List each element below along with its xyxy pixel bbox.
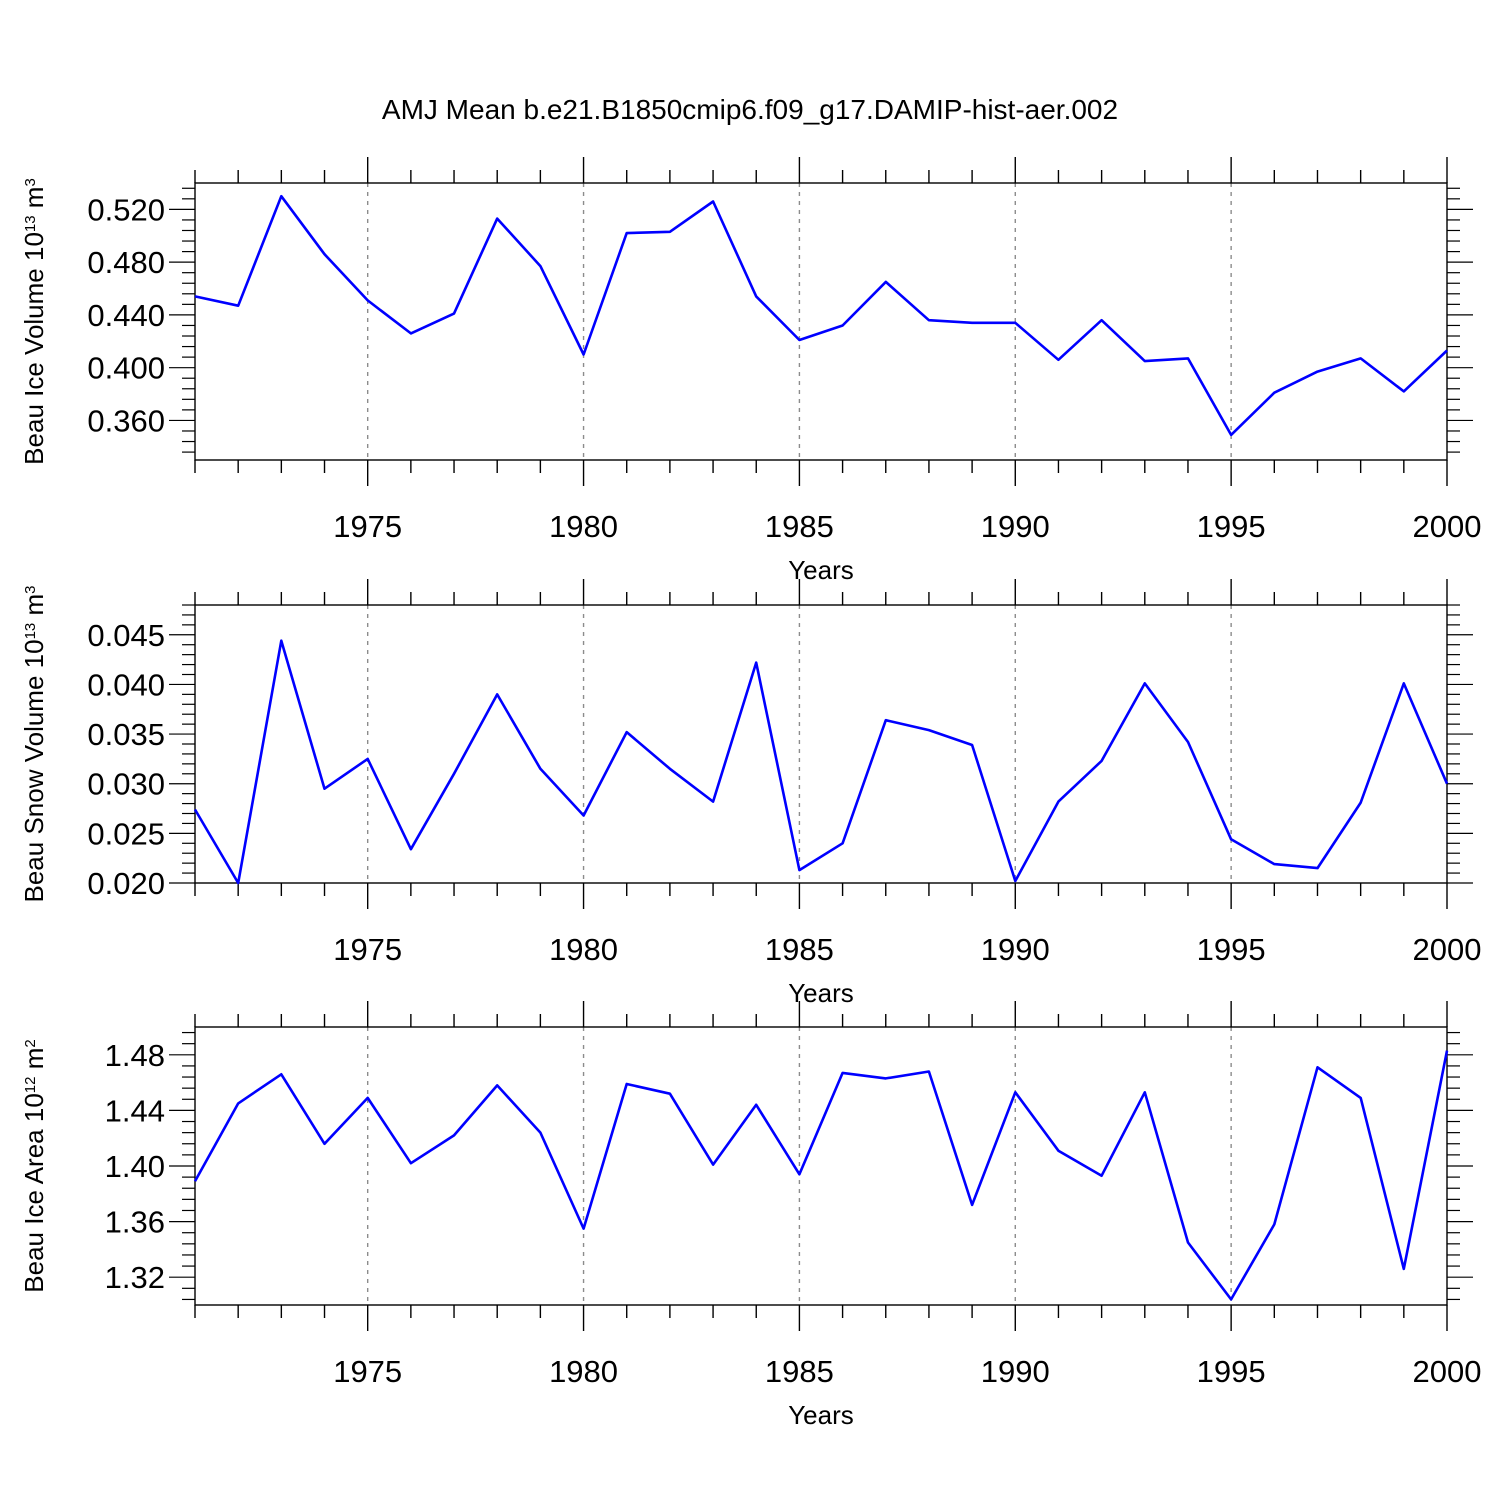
y-axis-title-text: Beau Ice Volume 10 — [19, 232, 49, 465]
y-axis-title: Beau Snow Volume 1013 m3 — [19, 586, 49, 903]
y-axis-title-text: m — [19, 594, 49, 623]
y-tick-label: 0.440 — [87, 298, 165, 333]
x-axis-title: Years — [788, 978, 854, 1008]
y-axis-title: Beau Ice Volume 1013 m3 — [19, 178, 49, 465]
chart-panel-3: 1.32 1.36 1.40 1.44 1.48 1975 1980 1985 1990 1995… — [19, 1001, 1481, 1430]
y-axis-title: Beau Ice Area 1012 m2 — [19, 1039, 49, 1292]
y-tick-label: 1.32 — [105, 1260, 165, 1295]
y-axis-title-superscript: 3 — [22, 178, 39, 186]
series-line — [193, 1050, 1449, 1301]
x-tick-label: 2000 — [1413, 509, 1482, 544]
x-tick-label: 1995 — [1197, 509, 1266, 544]
plot-frame — [194, 182, 1448, 461]
x-tick-label: 1990 — [981, 509, 1050, 544]
y-tick-label: 0.035 — [87, 717, 165, 752]
y-tick-label: 0.030 — [87, 767, 165, 802]
y-tick-label: 0.480 — [87, 245, 165, 280]
y-tick-label: 1.44 — [105, 1093, 165, 1128]
x-tick-label: 1985 — [765, 509, 834, 544]
y-tick-label: 0.020 — [87, 866, 165, 901]
x-tick-label: 1990 — [981, 932, 1050, 967]
series-line — [194, 194, 1448, 437]
chart-panel-1: 0.360 0.400 0.440 0.480 0.520 1975 1980 1985 199… — [19, 157, 1481, 585]
x-tick-label: 1975 — [333, 1354, 402, 1389]
x-tick-label: 1980 — [549, 509, 618, 544]
y-tick-label: 0.400 — [87, 351, 165, 386]
y-axis-title-text: Beau Ice Area 10 — [19, 1093, 49, 1292]
y-tick-label: 1.40 — [105, 1149, 165, 1184]
x-tick-label: 1975 — [333, 509, 402, 544]
y-tick-label: 0.025 — [87, 816, 165, 851]
x-tick-label: 1980 — [549, 932, 618, 967]
y-tick-label: 0.040 — [87, 667, 165, 702]
x-axis-title: Years — [788, 555, 854, 585]
y-axis-title-superscript: 13 — [22, 623, 39, 640]
x-tick-label: 2000 — [1413, 932, 1482, 967]
x-tick-label: 1995 — [1197, 932, 1266, 967]
y-tick-label: 0.045 — [87, 618, 165, 653]
x-tick-label: 2000 — [1413, 1354, 1482, 1389]
y-axis-title-text: m — [19, 1048, 49, 1077]
y-tick-label: 1.36 — [105, 1205, 165, 1240]
x-tick-label: 1990 — [981, 1354, 1050, 1389]
x-tick-label: 1985 — [765, 932, 834, 967]
x-axis-title: Years — [788, 1400, 854, 1430]
series-line — [193, 639, 1449, 885]
y-tick-label: 1.48 — [105, 1038, 165, 1073]
plot-frame — [194, 1026, 1448, 1306]
y-axis-title-superscript: 3 — [22, 586, 39, 594]
y-axis-title-superscript: 13 — [22, 215, 39, 232]
chart-panel-2: 0.020 0.025 0.030 0.035 0.040 0.045 1975 1980 19… — [19, 579, 1481, 1008]
y-axis-title-superscript: 2 — [22, 1039, 39, 1047]
y-axis-title-superscript: 12 — [22, 1077, 39, 1094]
x-tick-label: 1995 — [1197, 1354, 1266, 1389]
x-tick-label: 1980 — [549, 1354, 618, 1389]
y-tick-label: 0.360 — [87, 403, 165, 438]
x-tick-label: 1975 — [333, 932, 402, 967]
x-tick-label: 1985 — [765, 1354, 834, 1389]
y-axis-title-text: Beau Snow Volume 10 — [19, 639, 49, 902]
y-tick-label: 0.520 — [87, 192, 165, 227]
plot-frame — [194, 604, 1448, 884]
y-axis-title-text: m — [19, 187, 49, 216]
chart-title: AMJ Mean b.e21.B1850cmip6.f09_g17.DAMIP-… — [382, 94, 1118, 125]
